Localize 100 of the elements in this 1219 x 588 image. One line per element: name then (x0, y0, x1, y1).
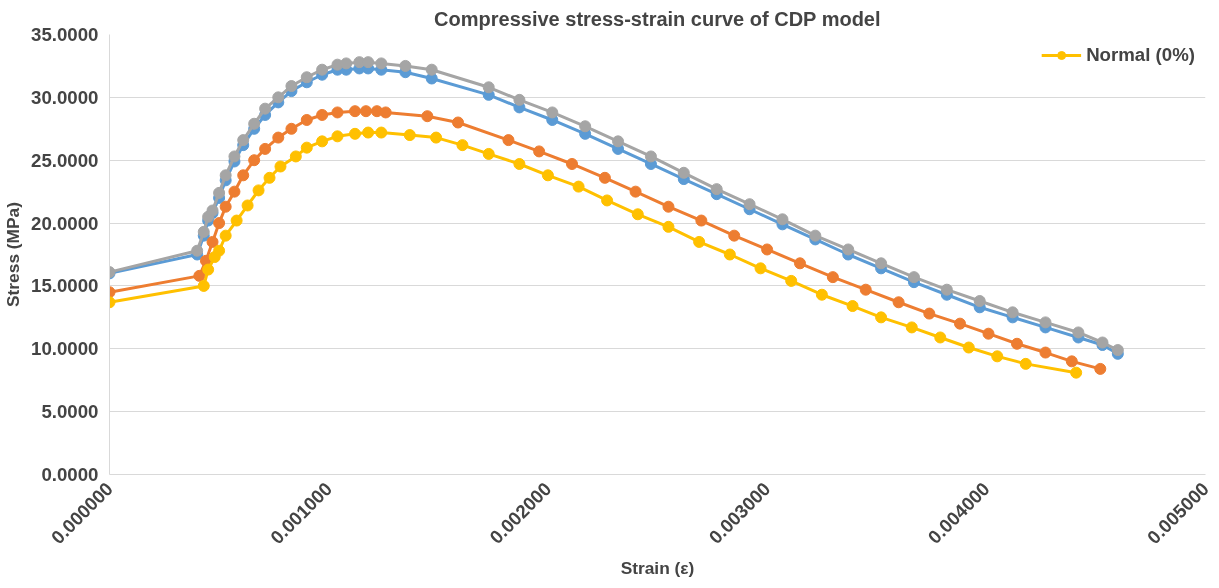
point (905, 321, 918, 334)
point (331, 130, 344, 143)
point (859, 283, 872, 296)
point (248, 117, 261, 130)
point (677, 166, 690, 179)
point (237, 134, 250, 147)
point (191, 244, 204, 257)
point (572, 180, 585, 193)
point (300, 114, 313, 126)
point (695, 214, 708, 227)
point (629, 185, 642, 198)
x-axis-title: Strain (ε) (620, 557, 695, 578)
point (272, 91, 285, 104)
point (349, 127, 361, 140)
y-tick-label: 15.0000 (31, 275, 99, 297)
point (815, 288, 828, 301)
point (598, 171, 611, 184)
point (907, 271, 920, 284)
point (982, 327, 995, 340)
point (1006, 306, 1019, 319)
point (826, 271, 839, 284)
point (631, 208, 644, 221)
point (285, 80, 298, 93)
point (219, 169, 232, 182)
point (272, 131, 285, 144)
point (430, 131, 443, 144)
point (425, 63, 438, 76)
point (228, 185, 241, 198)
point (340, 57, 353, 70)
point (693, 235, 706, 248)
point (482, 81, 495, 94)
point (331, 106, 344, 119)
point (1019, 357, 1032, 370)
point (502, 134, 515, 147)
point (875, 311, 888, 324)
point (452, 116, 465, 129)
point (252, 184, 265, 197)
point (316, 108, 329, 121)
point (259, 102, 272, 115)
y-tick-label: 5.0000 (41, 401, 99, 423)
point (754, 262, 767, 275)
point (241, 199, 254, 212)
point (954, 317, 966, 330)
y-tick-label: 25.0000 (31, 149, 99, 171)
y-tick-label: 35.0000 (31, 24, 99, 45)
point (892, 296, 905, 309)
point (566, 158, 579, 170)
point (289, 150, 302, 163)
point (793, 257, 806, 270)
point (375, 126, 388, 139)
point (601, 194, 614, 207)
point (533, 145, 546, 158)
point (482, 147, 495, 160)
point (228, 150, 241, 163)
y-tick-label: 30.0000 (31, 86, 99, 108)
point (934, 331, 947, 344)
point (219, 229, 232, 242)
point (359, 105, 372, 118)
point (1039, 346, 1052, 359)
point (644, 150, 657, 163)
point (456, 139, 469, 152)
point (197, 279, 210, 292)
point (962, 341, 975, 354)
point (662, 220, 675, 233)
point (710, 183, 723, 196)
point (362, 126, 375, 139)
point (1094, 362, 1107, 375)
point (193, 269, 206, 282)
point (743, 198, 756, 211)
point (274, 160, 287, 173)
point (842, 243, 855, 256)
point (213, 244, 226, 257)
point (846, 300, 859, 313)
point (579, 120, 592, 133)
point (1070, 366, 1083, 379)
point (206, 235, 219, 248)
point (403, 129, 416, 142)
point (973, 295, 986, 307)
point (213, 217, 226, 230)
point (612, 135, 625, 148)
point (248, 154, 261, 167)
y-axis-title: Stress (MPa) (3, 202, 24, 307)
y-tick-label: 0.0000 (41, 464, 99, 485)
point (728, 229, 741, 242)
point (662, 200, 675, 213)
point (202, 263, 215, 276)
point (776, 213, 789, 226)
point (761, 243, 774, 256)
point (379, 106, 392, 119)
point (785, 274, 798, 287)
point (230, 214, 243, 227)
point (285, 122, 298, 135)
point (259, 142, 272, 155)
point (723, 248, 736, 261)
y-tick-label: 10.0000 (31, 338, 99, 360)
point (300, 71, 313, 84)
point (213, 186, 226, 199)
point (541, 169, 554, 182)
point (1065, 355, 1078, 368)
point (399, 59, 412, 72)
